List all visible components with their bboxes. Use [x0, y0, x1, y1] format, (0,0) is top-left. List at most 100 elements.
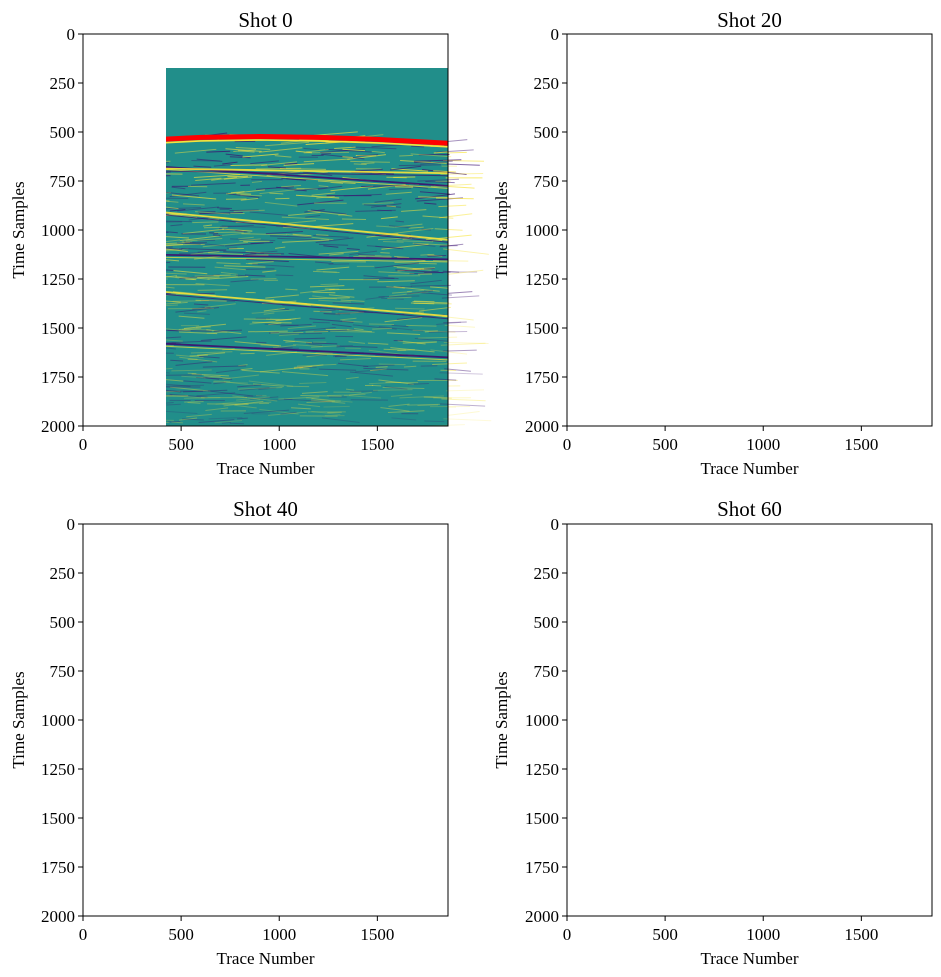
texture-streak — [722, 751, 764, 756]
texture-streak — [166, 259, 180, 262]
texture-streak — [679, 665, 716, 668]
texture-streak — [813, 370, 848, 373]
texture-streak — [84, 703, 119, 706]
y-tick-label: 1250 — [525, 760, 559, 779]
texture-streak — [682, 891, 708, 892]
texture-streak — [298, 869, 315, 870]
texture-streak — [298, 673, 308, 674]
texture-streak — [436, 321, 462, 326]
texture-streak — [821, 364, 847, 365]
texture-streak — [859, 411, 903, 413]
texture-streak — [296, 187, 318, 190]
texture-streak — [804, 662, 842, 666]
texture-streak — [600, 315, 617, 316]
texture-streak — [261, 161, 298, 167]
texture-streak — [582, 347, 592, 348]
texture-streak — [902, 286, 941, 287]
texture-streak — [407, 636, 451, 639]
texture-streak — [418, 727, 441, 729]
texture-streak — [256, 341, 267, 344]
texture-streak — [852, 667, 875, 669]
texture-streak — [303, 836, 344, 840]
texture-streak — [929, 248, 939, 249]
texture-streak — [854, 729, 874, 730]
texture-streak — [595, 888, 623, 891]
texture-streak — [384, 811, 395, 812]
texture-streak — [86, 314, 113, 316]
texture-streak — [596, 302, 634, 305]
texture-streak — [813, 128, 837, 130]
texture-streak — [363, 367, 409, 371]
texture-streak — [719, 603, 762, 608]
texture-streak — [386, 863, 401, 865]
reflection-event — [166, 256, 449, 263]
texture-streak — [443, 321, 467, 324]
texture-streak — [123, 140, 133, 141]
texture-streak — [721, 266, 741, 268]
texture-streak — [801, 715, 814, 716]
texture-streak — [320, 283, 339, 286]
texture-streak — [905, 239, 918, 241]
reflection-event — [83, 755, 448, 763]
texture-streak — [750, 706, 783, 708]
texture-streak — [242, 901, 262, 903]
texture-streak — [656, 219, 690, 220]
texture-streak — [316, 749, 351, 750]
texture-streak — [98, 798, 114, 799]
texture-streak — [714, 836, 747, 837]
texture-streak — [114, 704, 153, 706]
texture-streak — [166, 200, 179, 203]
texture-streak — [722, 210, 739, 212]
texture-streak — [811, 794, 820, 795]
texture-streak — [337, 735, 376, 739]
texture-streak — [660, 247, 689, 250]
texture-streak — [346, 329, 373, 333]
texture-streak — [661, 266, 677, 267]
texture-streak — [586, 265, 633, 270]
texture-streak — [855, 645, 881, 648]
texture-streak — [708, 901, 725, 902]
texture-streak — [713, 670, 750, 673]
texture-streak — [828, 737, 837, 738]
texture-streak — [235, 230, 248, 233]
texture-streak — [892, 745, 928, 748]
texture-streak — [791, 712, 812, 714]
texture-streak — [865, 742, 899, 743]
texture-streak — [208, 390, 254, 397]
texture-streak — [627, 132, 640, 133]
texture-streak — [122, 913, 145, 915]
texture-streak — [272, 882, 287, 883]
texture-streak — [320, 658, 357, 659]
texture-streak — [590, 643, 603, 644]
texture-streak — [697, 149, 726, 150]
texture-streak — [842, 863, 888, 867]
texture-streak — [354, 328, 364, 331]
texture-streak — [917, 896, 941, 897]
texture-streak — [744, 616, 765, 618]
texture-streak — [616, 766, 624, 767]
texture-streak — [171, 764, 197, 766]
texture-streak — [609, 153, 654, 154]
texture-streak — [686, 902, 718, 905]
texture-streak — [86, 659, 124, 663]
texture-streak — [869, 786, 917, 791]
texture-streak — [222, 161, 238, 165]
texture-streak — [309, 318, 354, 323]
texture-streak — [95, 825, 140, 826]
y-tick-label: 2000 — [525, 907, 559, 926]
texture-streak — [676, 249, 688, 250]
texture-streak — [310, 223, 354, 228]
texture-streak — [826, 901, 859, 904]
texture-streak — [378, 271, 415, 275]
texture-streak — [304, 209, 325, 213]
texture-streak — [872, 213, 885, 214]
texture-streak — [198, 792, 246, 794]
texture-streak — [615, 904, 646, 907]
texture-streak — [891, 824, 914, 826]
texture-streak — [884, 886, 915, 888]
texture-streak — [252, 727, 299, 730]
texture-streak — [810, 269, 839, 270]
texture-streak — [308, 343, 322, 346]
texture-streak — [384, 386, 408, 390]
texture-streak — [353, 714, 397, 717]
